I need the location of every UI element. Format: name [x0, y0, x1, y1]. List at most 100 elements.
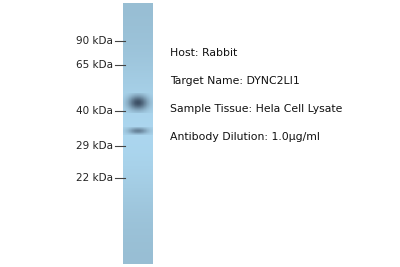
Bar — [123, 75, 153, 76]
Bar — [123, 58, 153, 59]
Bar — [123, 32, 153, 33]
Bar — [123, 119, 153, 120]
Bar — [123, 114, 153, 115]
Bar — [123, 99, 153, 100]
Bar — [123, 23, 153, 25]
Bar — [123, 147, 153, 148]
Bar — [123, 116, 153, 117]
Bar — [123, 247, 153, 248]
Bar — [123, 37, 153, 38]
Bar — [123, 88, 153, 89]
Bar — [123, 15, 153, 16]
Bar — [123, 130, 153, 131]
Bar — [123, 107, 153, 108]
Bar — [123, 25, 153, 26]
Bar — [123, 128, 153, 129]
Bar — [123, 27, 153, 28]
Bar — [123, 103, 153, 104]
Text: Target Name: DYNC2LI1: Target Name: DYNC2LI1 — [170, 76, 300, 86]
Text: 29 kDa: 29 kDa — [76, 140, 113, 151]
Bar — [123, 72, 153, 73]
Bar — [123, 79, 153, 80]
Bar — [123, 228, 153, 229]
Bar — [123, 90, 153, 91]
Bar — [123, 201, 153, 202]
Bar — [123, 237, 153, 238]
Bar — [123, 198, 153, 199]
Bar — [123, 214, 153, 215]
Bar — [123, 131, 153, 132]
Bar — [123, 153, 153, 154]
Text: 40 kDa: 40 kDa — [76, 106, 113, 116]
Bar — [123, 54, 153, 55]
Bar — [123, 35, 153, 36]
Bar — [123, 248, 153, 249]
Bar — [123, 83, 153, 84]
Bar — [123, 211, 153, 212]
Bar — [123, 203, 153, 204]
Bar — [123, 43, 153, 44]
Bar — [123, 46, 153, 47]
Bar — [123, 180, 153, 182]
Bar — [123, 69, 153, 70]
Bar — [123, 113, 153, 114]
Bar — [123, 205, 153, 206]
Bar — [123, 67, 153, 68]
Bar — [123, 85, 153, 87]
Bar — [123, 68, 153, 69]
Bar — [123, 117, 153, 118]
Bar — [123, 71, 153, 72]
Bar — [123, 50, 153, 51]
Bar — [123, 222, 153, 223]
Bar — [123, 212, 153, 213]
Bar — [123, 148, 153, 149]
Bar — [123, 125, 153, 126]
Bar — [123, 175, 153, 176]
Bar — [123, 227, 153, 228]
Bar — [123, 12, 153, 13]
Bar — [123, 36, 153, 37]
Bar — [123, 20, 153, 21]
Bar — [123, 215, 153, 216]
Bar — [123, 174, 153, 175]
Bar — [123, 89, 153, 90]
Bar — [123, 132, 153, 133]
Bar — [123, 149, 153, 150]
Bar — [123, 19, 153, 20]
Bar — [123, 233, 153, 234]
Bar — [123, 124, 153, 125]
Bar — [123, 30, 153, 31]
Bar — [123, 234, 153, 235]
Bar — [123, 141, 153, 142]
Bar — [123, 179, 153, 180]
Bar — [123, 70, 153, 71]
Bar — [123, 140, 153, 141]
Bar — [123, 257, 153, 258]
Bar — [123, 6, 153, 7]
Text: 90 kDa: 90 kDa — [76, 36, 113, 46]
Bar — [123, 134, 153, 135]
Bar — [123, 250, 153, 251]
Text: 65 kDa: 65 kDa — [76, 60, 113, 70]
Bar — [123, 213, 153, 214]
Bar — [123, 225, 153, 226]
Bar — [123, 240, 153, 241]
Bar — [123, 223, 153, 224]
Bar — [123, 220, 153, 221]
Bar — [123, 55, 153, 56]
Bar — [123, 241, 153, 242]
Bar — [123, 5, 153, 6]
Bar — [123, 172, 153, 173]
Bar — [123, 245, 153, 246]
Bar — [123, 182, 153, 183]
Bar — [123, 184, 153, 185]
Bar — [123, 76, 153, 77]
Bar — [123, 123, 153, 124]
Bar — [123, 163, 153, 164]
Bar — [123, 246, 153, 247]
Bar — [123, 73, 153, 74]
Bar — [123, 105, 153, 107]
Bar — [123, 38, 153, 39]
Bar — [123, 13, 153, 14]
Bar — [123, 146, 153, 147]
